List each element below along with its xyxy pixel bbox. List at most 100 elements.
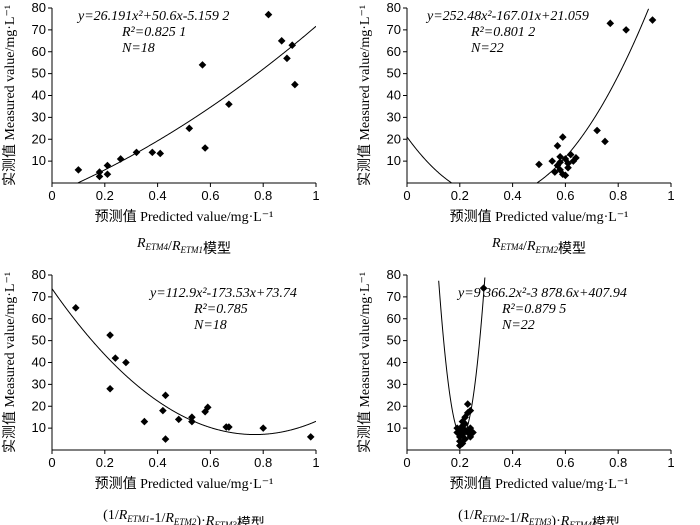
data-point (259, 424, 267, 432)
data-point (277, 37, 286, 45)
data-point (466, 406, 475, 415)
y-tick-label: 40 (32, 88, 46, 103)
data-point (564, 159, 572, 168)
data-point (201, 144, 209, 152)
y-axis-label: 实测值 Measured value/mg·L⁻¹ (2, 5, 18, 186)
chart-panel-3: 0 0.2 0.4 0.6 0.8 1 10 20 30 40 50 60 70 80 预测值 Predic… (2, 267, 320, 525)
panel-caption: RETM4/RETM1模型 (136, 236, 231, 257)
y-tick-label: 40 (32, 355, 46, 370)
x-tick-label: 1 (667, 188, 674, 203)
data-point (71, 304, 80, 312)
sample-size: N=22 (470, 41, 504, 56)
data-point (140, 417, 149, 426)
data-point (174, 415, 183, 424)
y-tick-label: 30 (32, 109, 46, 124)
data-point (458, 417, 467, 426)
data-point (201, 407, 209, 416)
y-axis-label: 实测值 Measured value/mg·L⁻¹ (357, 5, 373, 186)
data-point (198, 61, 207, 69)
chart-panel-4: 0 0.2 0.4 0.6 0.8 1 10 20 30 40 50 60 70 80 预测值 Predic… (357, 267, 675, 525)
data-point (601, 137, 609, 146)
x-tick-label: 0 (48, 188, 55, 203)
y-tick-label: 20 (387, 131, 401, 146)
y-tick-label: 30 (32, 376, 46, 391)
data-point (558, 133, 567, 141)
data-point (283, 54, 291, 63)
x-axis-label: 预测值 Predicted value/mg·L⁻¹ (450, 209, 629, 225)
data-point (106, 384, 114, 393)
y-tick-label: 60 (387, 44, 401, 59)
x-tick-label: 1 (312, 188, 319, 203)
y-tick-label: 20 (32, 398, 46, 413)
x-tick-label: 0.2 (451, 455, 469, 470)
data-point (556, 152, 564, 161)
data-point (463, 400, 472, 408)
data-point (95, 168, 104, 176)
data-point (548, 157, 556, 165)
data-point (622, 26, 630, 34)
data-point (122, 358, 130, 367)
x-tick-label: 1 (312, 455, 319, 470)
data-point (203, 403, 212, 412)
y-tick-label: 10 (387, 153, 401, 168)
data-point (264, 10, 273, 19)
y-tick-label: 80 (387, 267, 401, 282)
data-point (572, 154, 580, 162)
data-point (291, 80, 299, 89)
y-tick-label: 50 (387, 333, 401, 348)
data-point (479, 284, 488, 292)
data-point (466, 433, 475, 441)
data-point (111, 354, 120, 362)
y-tick-label: 70 (387, 289, 401, 304)
x-tick-label: 0.6 (201, 455, 219, 470)
data-point (593, 126, 601, 135)
x-tick-label: 0.2 (96, 455, 114, 470)
data-point (606, 19, 615, 28)
data-point (188, 417, 196, 426)
data-point (161, 435, 170, 443)
data-point (103, 170, 112, 179)
data-point (156, 149, 165, 158)
y-tick-label: 70 (32, 289, 46, 304)
data-point (225, 100, 233, 109)
y-tick-label: 20 (32, 131, 46, 146)
data-point (161, 391, 170, 400)
r-squared: R²=0.801 2 (470, 25, 535, 40)
y-tick-label: 60 (32, 44, 46, 59)
y-tick-label: 80 (387, 0, 401, 15)
data-point (185, 124, 194, 133)
data-point (103, 161, 112, 170)
x-axis-label: 预测值 Predicted value/mg·L⁻¹ (450, 476, 629, 492)
data-point (456, 426, 464, 435)
x-axis-label: 预测值 Predicted value/mg·L⁻¹ (95, 209, 274, 225)
panel-caption: (1/RETM1-1/RETM2)·RETM3模型 (103, 508, 265, 525)
x-tick-label: 0.6 (201, 188, 219, 203)
x-tick-label: 1 (667, 455, 674, 470)
data-point (306, 433, 315, 441)
x-tick-label: 0.2 (451, 188, 469, 203)
trend-curve (438, 277, 486, 437)
y-axis-label: 实测值 Measured value/mg·L⁻¹ (357, 272, 373, 453)
x-tick-label: 0.8 (609, 455, 627, 470)
data-point (466, 424, 475, 432)
panel-caption: RETM4/RETM2模型 (491, 236, 586, 257)
x-tick-label: 0.4 (504, 455, 522, 470)
chart-panel-2: 0 0.2 0.4 0.6 0.8 1 10 20 30 40 50 60 70 80 预测值 Predic… (357, 0, 675, 257)
r-squared: R²=0.879 5 (501, 302, 566, 317)
x-tick-label: 0.6 (556, 188, 574, 203)
data-point (132, 148, 141, 157)
y-tick-label: 40 (387, 355, 401, 370)
x-tick-label: 0.6 (556, 455, 574, 470)
y-tick-label: 50 (387, 66, 401, 81)
y-tick-label: 30 (387, 376, 401, 391)
panel-caption: (1/RETM2-1/RETM3)·RETM4模型 (458, 508, 620, 525)
trend-curve (77, 25, 316, 183)
data-point (456, 437, 464, 446)
x-tick-label: 0.4 (149, 188, 167, 203)
y-tick-label: 10 (32, 153, 46, 168)
x-tick-label: 0.8 (609, 188, 627, 203)
data-point (159, 406, 167, 415)
data-point (556, 166, 564, 174)
data-point (116, 155, 125, 163)
